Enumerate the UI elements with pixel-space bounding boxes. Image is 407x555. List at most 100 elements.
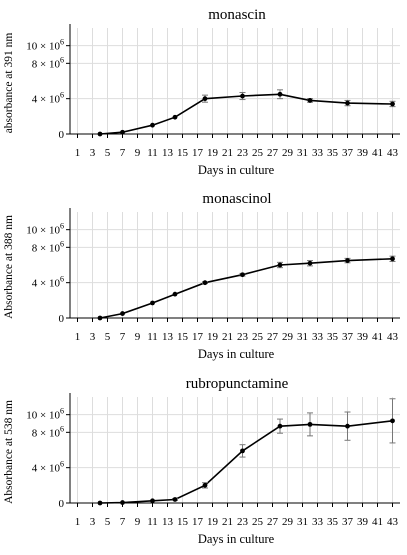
x-tick-label: 17 [192, 516, 204, 528]
data-point [202, 280, 208, 286]
data-point [172, 497, 178, 502]
x-tick-label: 37 [342, 147, 354, 159]
x-tick-label: 3 [90, 147, 96, 159]
x-tick-label: 41 [372, 331, 383, 343]
x-tick-label: 7 [120, 331, 126, 343]
x-tick-label: 23 [237, 331, 249, 343]
x-tick-label: 11 [147, 147, 158, 159]
data-point [240, 272, 245, 278]
y-tick-label: 10 × 106 [26, 222, 64, 237]
y-tick-label: 0 [59, 129, 65, 141]
x-tick-label: 23 [237, 516, 249, 528]
y-tick-label-base: 10 × 10 [26, 225, 60, 237]
y-tick-label-exponent: 6 [60, 91, 64, 100]
data-point [277, 262, 283, 268]
y-tick-label: 10 × 106 [26, 407, 64, 422]
x-tick-label: 43 [387, 147, 399, 159]
y-tick-label-base: 10 × 10 [26, 410, 60, 422]
data-point [240, 448, 245, 454]
x-tick-label: 37 [342, 516, 354, 528]
data-point [150, 300, 155, 306]
x-tick-label: 5 [105, 147, 111, 159]
x-tick-label: 9 [135, 147, 141, 159]
y-tick-label: 4 × 106 [32, 460, 64, 475]
x-tick-label: 41 [372, 147, 383, 159]
data-point [202, 482, 208, 488]
x-tick-label: 13 [162, 516, 174, 528]
x-tick-label: 29 [282, 331, 294, 343]
y-tick-label: 8 × 106 [32, 424, 64, 439]
x-tick-label: 17 [192, 331, 204, 343]
data-point [307, 421, 313, 427]
y-tick-label-exponent: 6 [60, 407, 64, 416]
y-tick-label-base: 8 × 10 [32, 427, 61, 439]
series-line [99, 93, 393, 135]
y-tick-label-exponent: 6 [60, 55, 64, 64]
y-tick-label-base: 4 × 10 [32, 463, 61, 475]
data-point [150, 122, 155, 128]
y-tick-label-base: 0 [59, 129, 65, 141]
x-tick-label: 39 [357, 516, 369, 528]
y-tick-label-exponent: 6 [60, 239, 64, 248]
y-tick-label-exponent: 6 [60, 275, 64, 284]
x-tick-label: 35 [327, 516, 339, 528]
data-point [172, 114, 178, 120]
y-tick-label-base: 0 [59, 313, 65, 325]
data-point [345, 100, 350, 106]
x-tick-label: 5 [105, 331, 111, 343]
x-tick-label: 15 [177, 147, 189, 159]
chart-title: rubropunctamine [186, 376, 289, 392]
y-axis-label: absorbance at 391 nm [3, 33, 15, 134]
x-tick-label: 33 [312, 516, 324, 528]
x-tick-label: 19 [207, 516, 219, 528]
x-tick-label: 31 [297, 331, 308, 343]
chart-panel-1: 1 3 5 7 9 11 13 15 17 19 21 23 25 27 29 31 33 35 37 39 41 430… [3, 7, 400, 177]
data-point [120, 500, 125, 505]
chart-panel-3: 1 3 5 7 9 11 13 15 17 19 21 23 25 27 29 31 33 35 37 39 41 430… [3, 376, 400, 546]
x-tick-label: 19 [207, 331, 219, 343]
data-point [97, 315, 103, 321]
y-tick-label-base: 0 [59, 498, 65, 510]
data-point [390, 256, 395, 262]
x-tick-label: 27 [267, 147, 279, 159]
data-point [120, 129, 125, 135]
y-tick-label: 4 × 106 [32, 275, 64, 290]
y-tick-label-exponent: 6 [60, 38, 64, 47]
data-point [172, 291, 178, 297]
x-axis-label: Days in culture [198, 347, 275, 361]
x-tick-label: 29 [282, 147, 294, 159]
y-tick-label-exponent: 6 [60, 222, 64, 231]
data-point [307, 98, 313, 103]
x-tick-label: 31 [297, 147, 308, 159]
data-point [240, 93, 245, 99]
y-tick-label-exponent: 6 [60, 460, 64, 469]
x-tick-label: 19 [207, 147, 219, 159]
y-axis-label: Absorbance at 388 nm [3, 215, 15, 319]
x-tick-label: 5 [105, 516, 111, 528]
x-tick-label: 35 [327, 147, 339, 159]
x-tick-label: 39 [357, 147, 369, 159]
data-point [390, 101, 395, 107]
x-tick-label: 17 [192, 147, 204, 159]
data-point [120, 311, 125, 316]
y-tick-label: 8 × 106 [32, 239, 64, 254]
x-tick-label: 13 [162, 147, 174, 159]
x-tick-label: 21 [222, 516, 233, 528]
data-point [277, 91, 283, 97]
x-tick-label: 15 [177, 516, 189, 528]
x-tick-label: 41 [372, 516, 383, 528]
x-tick-label: 7 [120, 516, 126, 528]
x-tick-label: 3 [90, 516, 96, 528]
data-point [345, 258, 350, 263]
x-tick-label: 33 [312, 331, 324, 343]
x-tick-label: 27 [267, 331, 279, 343]
data-point [150, 498, 155, 504]
x-tick-label: 13 [162, 331, 174, 343]
data-point [390, 418, 395, 424]
x-tick-label: 1 [75, 516, 81, 528]
x-tick-label: 1 [75, 147, 81, 159]
y-tick-label-base: 8 × 10 [32, 242, 61, 254]
data-point [307, 260, 313, 266]
